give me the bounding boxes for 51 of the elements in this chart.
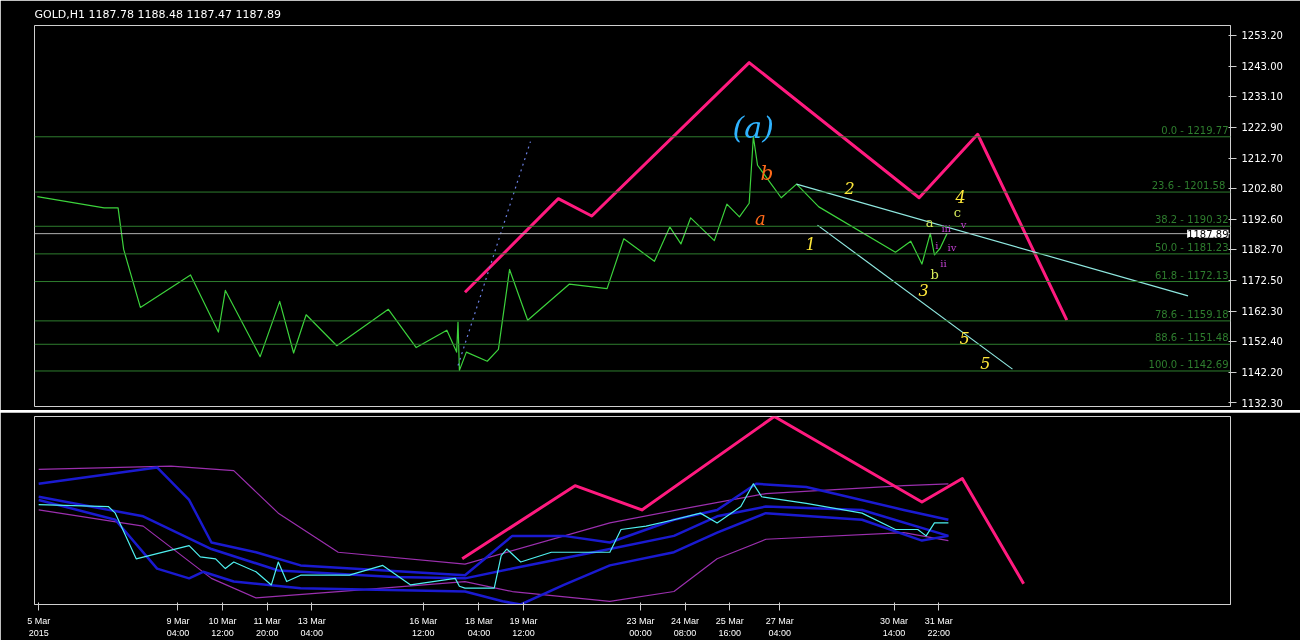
annotation: iv <box>947 242 957 254</box>
annotation: 3 <box>918 280 929 300</box>
annotation: 2 <box>843 178 855 198</box>
x-tick-label: 23 Mar 00:00 <box>626 615 655 638</box>
annotation: 61.8 - 1172.13 <box>1154 269 1229 281</box>
y-tick-label: 1202.80 <box>1241 183 1283 195</box>
y-tick-label: 1132.30 <box>1241 397 1283 409</box>
annotation: 100.0 - 1142.69 <box>1148 358 1229 370</box>
y-tick-label: 1212.70 <box>1241 153 1283 165</box>
annotation: 1 <box>805 235 816 255</box>
annotation: 38.2 - 1190.32 <box>1154 214 1229 226</box>
x-tick-label: 11 Mar 20:00 <box>253 615 281 638</box>
x-tick-label: 27 Mar 04:00 <box>765 615 794 638</box>
annotation: 23.6 - 1201.58 <box>1151 180 1226 192</box>
y-tick-label: 1222.90 <box>1241 122 1283 134</box>
x-tick-label: 19 Mar 12:00 <box>509 615 538 638</box>
x-tick-label: 30 Mar 14:00 <box>880 615 909 638</box>
x-tick-label: 9 Mar 04:00 <box>166 615 190 638</box>
annotation: b <box>930 266 939 282</box>
x-tick-label: 25 Mar 16:00 <box>715 615 744 638</box>
y-tick-label: 1182.70 <box>1241 244 1283 256</box>
y-tick-label: 1192.60 <box>1241 214 1283 226</box>
y-tick-label: 1162.30 <box>1241 306 1283 318</box>
annotation: 78.6 - 1159.18 <box>1154 308 1229 320</box>
annotation: b <box>760 160 774 185</box>
annotation: i <box>935 239 939 251</box>
x-tick-label: 10 Mar 12:00 <box>208 615 237 638</box>
y-tick-label: 1172.50 <box>1241 275 1283 287</box>
annotation: (a) <box>732 110 774 146</box>
annotation: 88.6 - 1151.48 <box>1154 332 1229 344</box>
x-tick-label: 18 Mar 04:00 <box>464 615 493 638</box>
annotation: a <box>754 208 766 230</box>
chart-title: GOLD,H1 1187.78 1188.48 1187.47 1187.89 <box>34 7 281 21</box>
annotation: 5 <box>980 354 991 374</box>
x-tick-label: 5 Mar 2015 <box>27 615 51 638</box>
x-tick-label: 31 Mar 22:00 <box>924 615 953 638</box>
y-tick-label: 1253.20 <box>1241 30 1283 42</box>
annotation: ii <box>940 257 947 269</box>
annotation: 0.0 - 1219.77 <box>1161 124 1229 136</box>
y-tick-label: 1233.10 <box>1241 91 1283 103</box>
x-tick-label: 16 Mar 12:00 <box>409 615 438 638</box>
x-tick-label: 13 Mar 04:00 <box>297 615 326 638</box>
y-tick-label: 1243.00 <box>1241 61 1283 73</box>
y-tick-label: 1152.40 <box>1241 336 1283 348</box>
line-series <box>463 61 1069 322</box>
annotation: 5 <box>959 329 970 349</box>
y-tick-label: 1142.20 <box>1241 367 1283 379</box>
annotation: v <box>959 218 967 230</box>
ref-line-label: 1187.89 <box>1187 228 1229 240</box>
annotation: 50.0 - 1181.23 <box>1154 241 1229 253</box>
x-tick-label: 24 Mar 08:00 <box>671 615 700 638</box>
